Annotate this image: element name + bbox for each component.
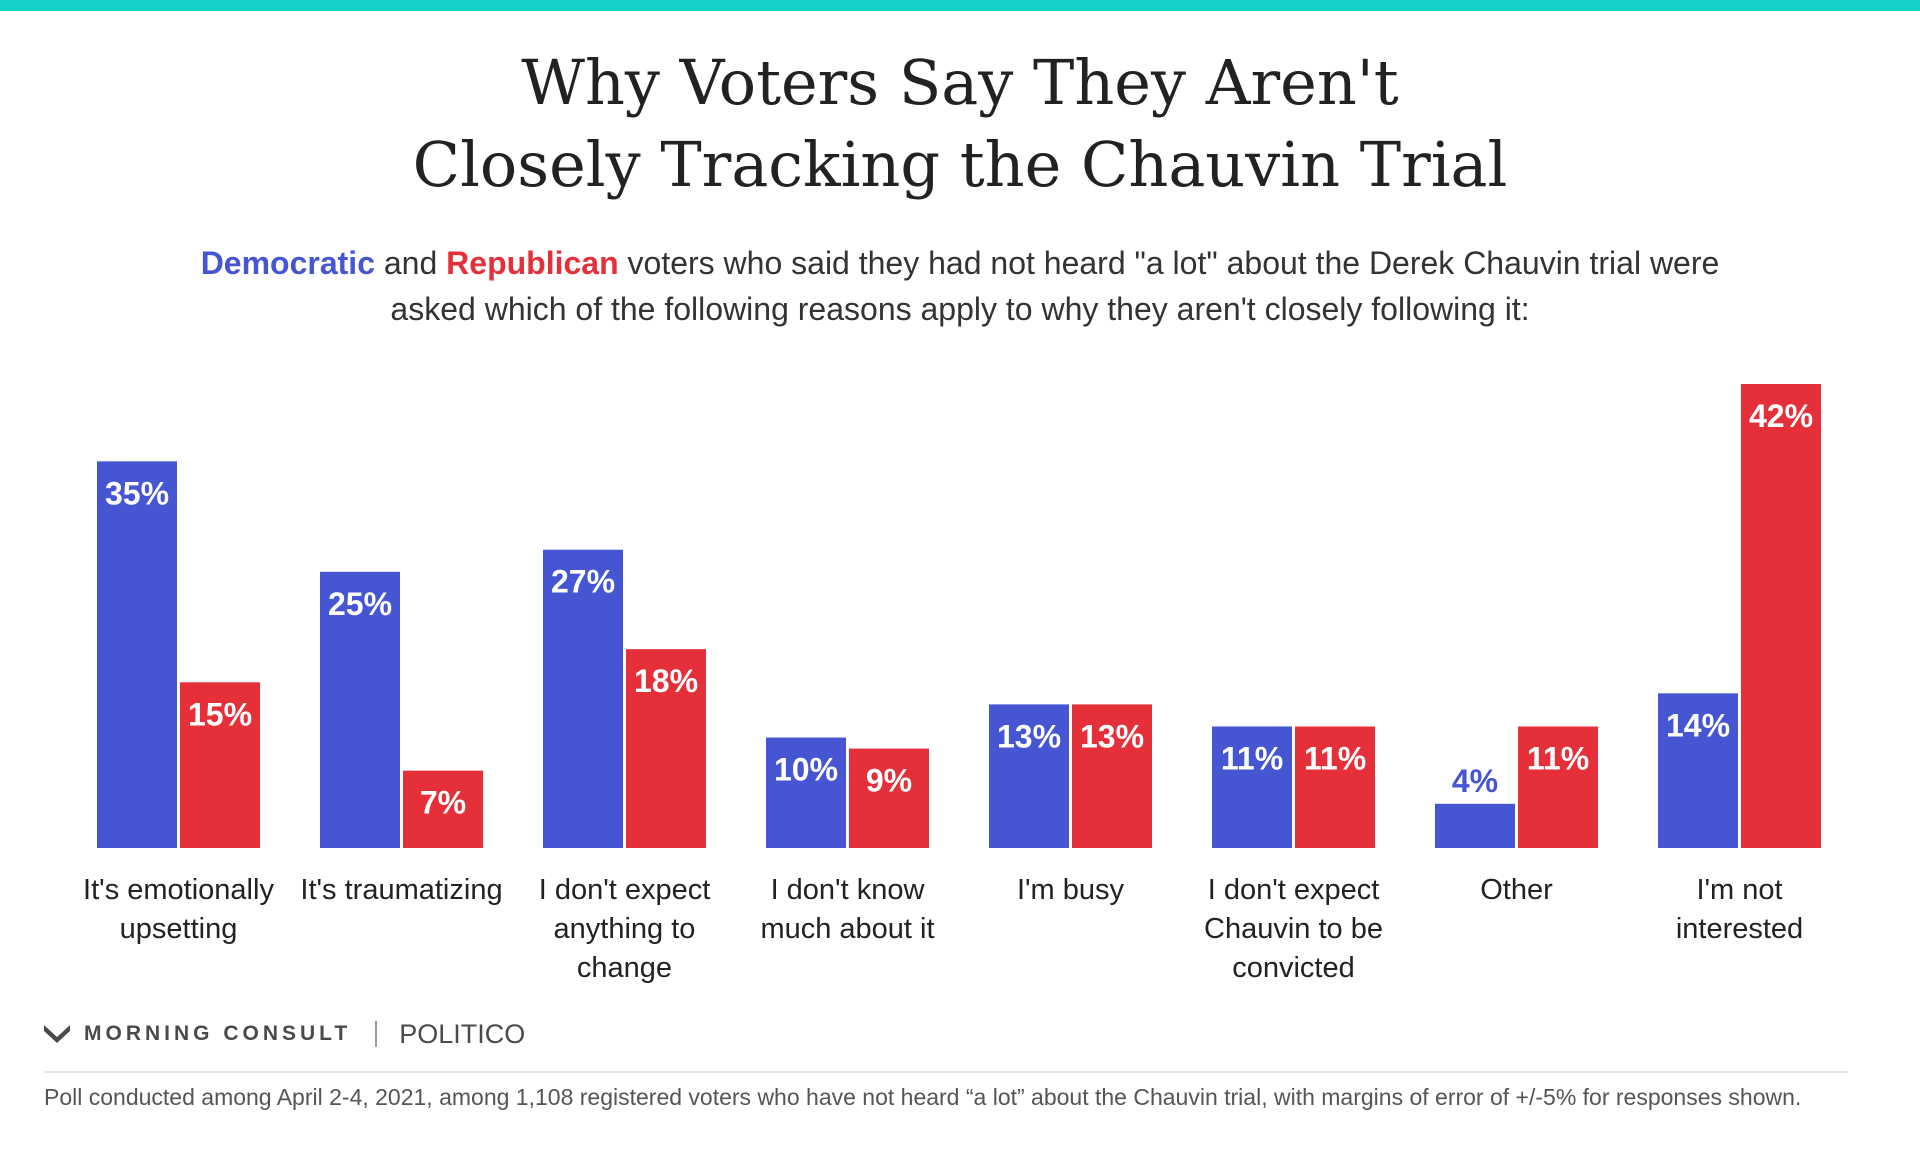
footer-rule (44, 1071, 1848, 1073)
title-line-2: Closely Tracking the Chauvin Trial (412, 128, 1508, 201)
value-label-democratic-i-don-t-know-much-about-it: 10% (774, 752, 838, 788)
brand-divider (375, 1021, 378, 1047)
subtitle-democratic: Democratic (200, 245, 375, 281)
bar-democratic-other (1435, 803, 1515, 848)
morning-consult-logo-icon (44, 1025, 70, 1043)
bar-democratic-i-don-t-expect-chauvin-to-be-convicted (1212, 726, 1292, 848)
morning-consult-logo: MORNING CONSULT (84, 1022, 352, 1045)
bar-republican-i-don-t-expect-chauvin-to-be-convicted (1295, 726, 1375, 848)
category-label-i-don-t-expect-chauvin-to-be-convicted: I don't expect Chauvin to be convicted (1204, 874, 1383, 984)
accent-top-bar (0, 0, 1920, 11)
value-label-democratic-i-m-not-interested: 14% (1666, 707, 1730, 743)
subtitle-rest: voters who said they had not heard "a lo… (390, 245, 1720, 327)
value-label-republican-i-don-t-expect-anything-to-change: 18% (634, 663, 698, 699)
value-label-republican-i-don-t-know-much-about-it: 9% (866, 763, 912, 799)
bar-democratic-it-s-traumatizing (320, 571, 400, 848)
category-label-it-s-emotionally-upsetting: It's emotionally upsetting (83, 874, 274, 945)
value-label-democratic-i-don-t-expect-chauvin-to-be-convicted: 11% (1221, 740, 1283, 776)
value-label-democratic-it-s-traumatizing: 25% (328, 586, 392, 622)
value-label-democratic-other: 4% (1452, 763, 1498, 799)
bar-republican-i-m-not-interested (1741, 384, 1821, 848)
category-label-it-s-traumatizing: It's traumatizing (300, 874, 502, 906)
category-label-i-don-t-expect-anything-to-change: I don't expect anything to change (539, 874, 711, 984)
footnote: Poll conducted among April 2-4, 2021, am… (44, 1084, 1802, 1110)
title-line-1: Why Voters Say They Aren't (521, 46, 1399, 119)
category-label-i-don-t-know-much-about-it: I don't know much about it (760, 874, 934, 945)
chart-title: Why Voters Say They Aren't Closely Track… (0, 42, 1920, 206)
bar-republican-it-s-emotionally-upsetting (180, 682, 260, 848)
bar-democratic-i-m-busy (989, 704, 1069, 848)
value-label-republican-i-don-t-expect-chauvin-to-be-convicted: 11% (1304, 740, 1366, 776)
bar-democratic-i-don-t-know-much-about-it (766, 737, 846, 848)
bar-chart: 35% 15% It's emotionally upsetting 25% 7% It's… (83, 384, 1821, 984)
value-label-republican-it-s-traumatizing: 7% (420, 785, 466, 821)
category-label-i-m-not-interested: I'm not interested (1676, 874, 1803, 945)
branding: MORNING CONSULT POLITICO (44, 1016, 525, 1052)
value-label-republican-other: 11% (1527, 740, 1589, 776)
bar-democratic-it-s-emotionally-upsetting (97, 461, 177, 848)
value-label-democratic-i-don-t-expect-anything-to-change: 27% (551, 564, 615, 600)
value-label-democratic-it-s-emotionally-upsetting: 35% (105, 475, 169, 511)
politico-logo: POLITICO (399, 1018, 526, 1049)
subtitle-and: and (374, 245, 447, 281)
value-label-republican-it-s-emotionally-upsetting: 15% (188, 696, 252, 732)
bar-republican-i-don-t-know-much-about-it (849, 748, 929, 848)
category-label-other: Other (1480, 874, 1553, 906)
bar-republican-it-s-traumatizing (403, 770, 483, 848)
value-label-democratic-i-m-busy: 13% (997, 718, 1061, 754)
category-label-i-m-busy: I'm busy (1017, 874, 1125, 906)
chart-subtitle: Democratic and Republican voters who sai… (160, 240, 1760, 332)
bar-democratic-i-don-t-expect-anything-to-change (543, 549, 623, 848)
bar-republican-other (1518, 726, 1598, 848)
subtitle-republican: Republican (446, 245, 619, 281)
bar-republican-i-don-t-expect-anything-to-change (626, 649, 706, 848)
value-label-republican-i-m-not-interested: 42% (1749, 398, 1813, 434)
bar-democratic-i-m-not-interested (1658, 693, 1738, 848)
bar-republican-i-m-busy (1072, 704, 1152, 848)
value-label-republican-i-m-busy: 13% (1080, 718, 1144, 754)
